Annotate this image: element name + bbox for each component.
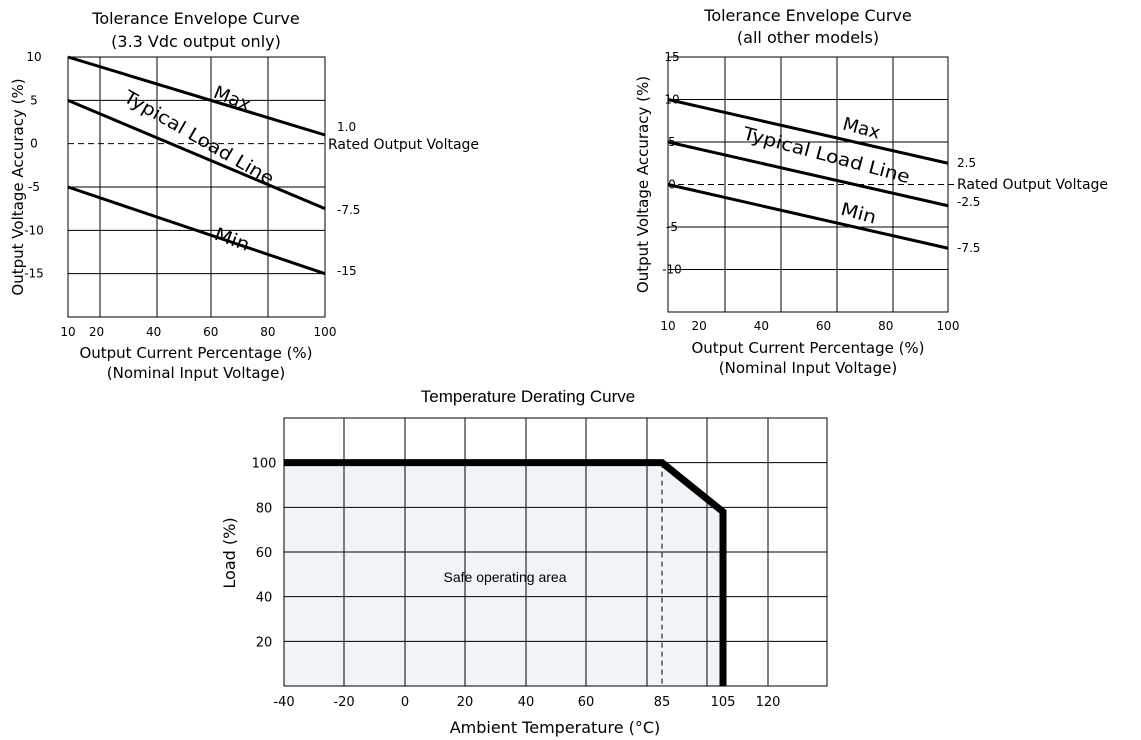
tolerance-chart-2: Tolerance Envelope Curve (all other model… [634, 6, 1108, 377]
y-tick-label: 100 [252, 457, 277, 472]
rated-output-label: Rated Output Voltage [328, 137, 479, 153]
series-label: Max [211, 82, 254, 116]
y-tick-label: 5 [30, 93, 38, 107]
tolerance-chart-1: Tolerance Envelope Curve (3.3 Vdc output … [9, 9, 479, 382]
safe-operating-area-fill [284, 462, 723, 686]
x-tick-label: 105 [711, 695, 736, 710]
end-value-label: 2.5 [957, 156, 976, 170]
safe-operating-area-label: Safe operating area [444, 569, 567, 585]
x-tick-label: 40 [146, 325, 161, 339]
chart-subtitle: (all other models) [737, 28, 879, 47]
y-tick-label: -5 [28, 180, 40, 194]
y-tick-label: 10 [26, 50, 41, 64]
rated-output-label: Rated Output Voltage [957, 177, 1108, 193]
y-axis-label: Output Voltage Accuracy (%) [634, 76, 652, 293]
series-line-max [67, 55, 326, 137]
end-value-label: -7.5 [957, 241, 980, 255]
series-line-min [667, 183, 949, 250]
x-tick-label: 40 [518, 695, 535, 710]
series-line-max [667, 98, 949, 165]
x-tick-label: 20 [691, 319, 706, 333]
x-tick-label: 80 [260, 325, 275, 339]
y-tick-label: 40 [256, 591, 273, 606]
y-tick-label: 80 [256, 501, 273, 516]
y-tick-label: 15 [664, 50, 679, 64]
series-line-typical-load-line [67, 98, 326, 211]
x-tick-label: 10 [60, 325, 75, 339]
derating-curve-line [284, 459, 727, 686]
y-axis-label: Output Voltage Accuracy (%) [9, 78, 27, 295]
x-tick-label: 60 [203, 325, 218, 339]
y-tick-label: 60 [256, 546, 273, 561]
end-value-label: -2.5 [957, 195, 980, 209]
y-tick-label: 0 [30, 137, 38, 151]
y-tick-label: -10 [662, 263, 682, 277]
x-axis-sublabel: (Nominal Input Voltage) [719, 359, 897, 377]
derating-chart: Temperature Derating Curve 100 80 60 40 20 -40… [220, 387, 828, 737]
x-tick-label: 60 [816, 319, 831, 333]
x-tick-label: 10 [660, 319, 675, 333]
y-tick-label: 20 [256, 635, 273, 650]
x-tick-label: 80 [878, 319, 893, 333]
y-tick-label: -5 [666, 220, 678, 234]
x-axis-label: Output Current Percentage (%) [79, 344, 312, 362]
y-tick-label: -10 [24, 223, 44, 237]
series-line-typical-load-line [667, 140, 949, 208]
end-value-label: 1.0 [337, 120, 356, 134]
x-axis-label: Output Current Percentage (%) [691, 339, 924, 357]
x-tick-label: 40 [754, 319, 769, 333]
end-value-label: -15 [337, 264, 357, 278]
x-tick-label: 100 [937, 319, 960, 333]
y-axis-label: Load (%) [220, 517, 239, 588]
x-tick-label: 120 [756, 695, 781, 710]
x-axis-label: Ambient Temperature (°C) [450, 718, 661, 737]
series-line-min [67, 185, 326, 276]
series-label: Min [211, 224, 252, 256]
series-label: Typical Load Line [119, 86, 278, 190]
x-tick-label: 0 [401, 695, 409, 710]
x-tick-label: 20 [89, 325, 104, 339]
x-axis-sublabel: (Nominal Input Voltage) [107, 364, 285, 382]
end-value-label: -7.5 [337, 203, 360, 217]
chart-subtitle: (3.3 Vdc output only) [111, 32, 281, 51]
chart-title: Tolerance Envelope Curve [91, 9, 299, 28]
x-tick-label: 20 [457, 695, 474, 710]
chart-title: Temperature Derating Curve [421, 387, 635, 406]
chart-title: Tolerance Envelope Curve [703, 6, 911, 25]
x-tick-label: -20 [333, 695, 354, 710]
y-tick-label: -15 [24, 267, 44, 281]
x-tick-label: 100 [314, 325, 337, 339]
x-tick-label: 60 [578, 695, 595, 710]
x-tick-label: 85 [654, 695, 671, 710]
x-tick-label: -40 [273, 695, 294, 710]
